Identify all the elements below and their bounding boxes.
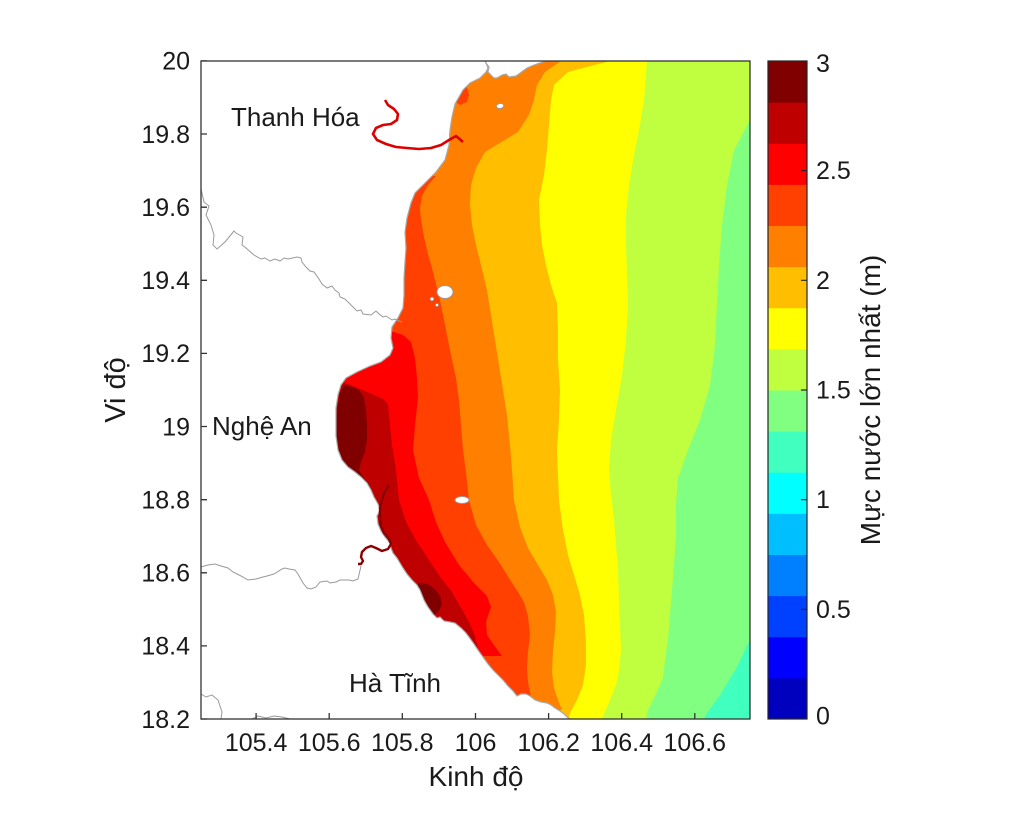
svg-text:19.6: 19.6 [141, 194, 190, 222]
svg-text:Hà Tĩnh: Hà Tĩnh [349, 668, 441, 698]
svg-text:19.4: 19.4 [141, 267, 190, 295]
svg-text:106.4: 106.4 [590, 729, 653, 757]
svg-text:Mực nước lớn nhất (m): Mực nước lớn nhất (m) [855, 255, 886, 546]
svg-text:18.8: 18.8 [141, 487, 190, 515]
svg-text:18.2: 18.2 [141, 706, 190, 734]
svg-text:Vi độ: Vi độ [100, 357, 132, 423]
svg-text:106.6: 106.6 [664, 729, 727, 757]
svg-text:18.6: 18.6 [141, 560, 190, 588]
svg-text:18.4: 18.4 [141, 633, 190, 661]
svg-text:Kinh độ: Kinh độ [429, 761, 524, 792]
svg-text:105.8: 105.8 [371, 729, 434, 757]
svg-text:3: 3 [816, 50, 830, 78]
svg-text:105.4: 105.4 [225, 729, 288, 757]
svg-text:106.2: 106.2 [517, 729, 580, 757]
svg-text:2: 2 [816, 267, 830, 295]
svg-text:19.2: 19.2 [141, 340, 190, 368]
svg-text:Thanh Hóa: Thanh Hóa [231, 102, 360, 132]
svg-text:Nghệ An: Nghệ An [212, 411, 312, 441]
svg-text:106: 106 [455, 729, 497, 757]
svg-text:0.5: 0.5 [816, 596, 851, 624]
svg-text:105.6: 105.6 [298, 729, 361, 757]
svg-text:1: 1 [816, 486, 830, 514]
svg-text:19.8: 19.8 [141, 121, 190, 149]
svg-text:1.5: 1.5 [816, 377, 851, 405]
svg-text:20: 20 [162, 48, 190, 76]
svg-text:0: 0 [816, 703, 830, 731]
svg-text:2.5: 2.5 [816, 157, 851, 185]
svg-text:19: 19 [162, 413, 190, 441]
